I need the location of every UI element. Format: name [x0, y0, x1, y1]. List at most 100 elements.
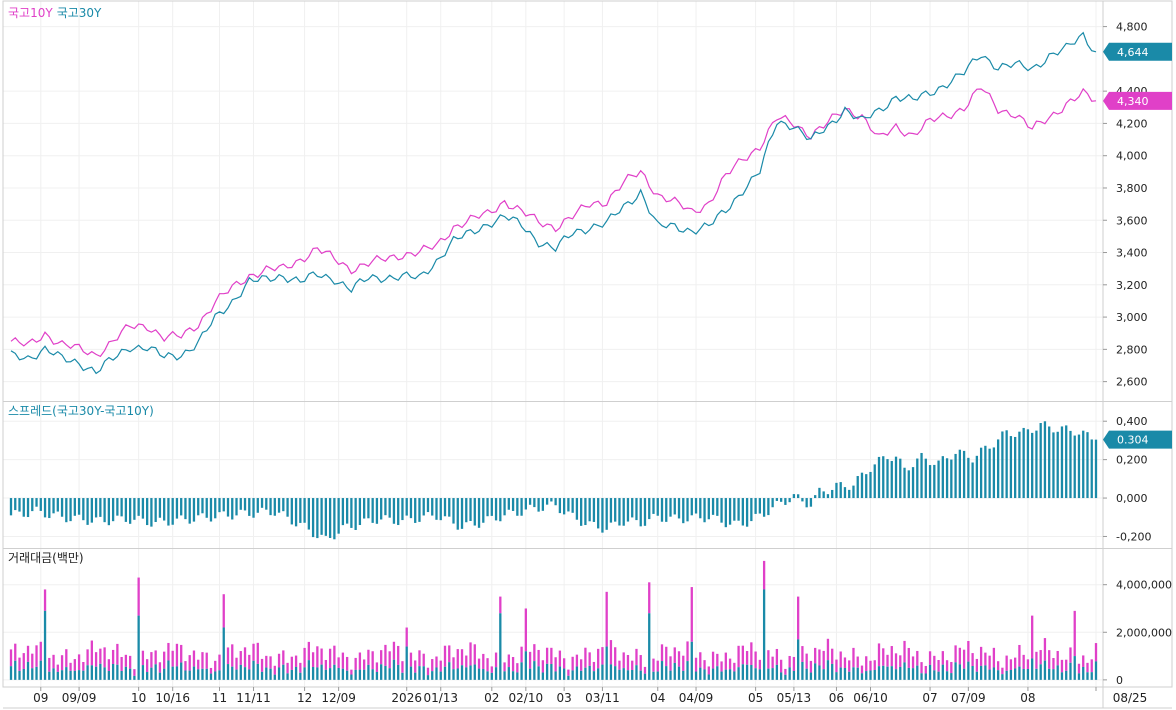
spread-bar: [745, 498, 749, 527]
volume-bar-30y: [971, 666, 974, 680]
spread-bar: [1018, 431, 1021, 499]
volume-bar-10y: [43, 589, 47, 611]
spread-bar: [426, 498, 430, 513]
volume-bar-30y: [882, 665, 885, 680]
volume-bar-10y: [554, 657, 557, 672]
spread-bar: [328, 498, 332, 538]
spread-bar: [65, 498, 68, 523]
x-tick-label: 08/25: [1113, 691, 1148, 705]
volume-panel: [9, 560, 1098, 680]
volume-bar-10y: [82, 662, 85, 671]
spread-bar: [226, 498, 230, 517]
volume-bar-30y: [1060, 672, 1064, 680]
volume-bar-10y: [405, 627, 408, 647]
volume-bar-10y: [1073, 610, 1076, 657]
volume-bar-30y: [299, 672, 302, 680]
volume-bar-10y: [550, 647, 553, 664]
spread-bar: [205, 498, 208, 518]
volume-bar-10y: [588, 652, 591, 666]
volume-bar-10y: [218, 654, 221, 671]
spread-bar: [971, 462, 974, 499]
x-tick-label: 10/16: [155, 691, 190, 705]
spread-bar: [882, 456, 885, 499]
volume-bar-30y: [86, 665, 89, 680]
spread-bar: [448, 498, 451, 517]
volume-bar-30y: [826, 660, 830, 680]
spread-bar: [635, 498, 638, 521]
spread-bar: [656, 498, 659, 516]
x-tick-label: 12: [297, 691, 312, 705]
volume-bar-30y: [967, 661, 970, 680]
volume-bar-10y: [358, 652, 362, 670]
spread-bar: [22, 498, 25, 517]
spread-bar: [197, 498, 200, 516]
volume-bar-10y: [350, 669, 353, 675]
volume-bar-30y: [150, 667, 153, 680]
volume-bar-30y: [903, 662, 906, 680]
volume-bar-10y: [205, 652, 208, 669]
spread-bar: [588, 498, 591, 522]
volume-bar-30y: [609, 664, 613, 680]
volume-bar-10y: [52, 654, 55, 669]
volume-bar-30y: [528, 668, 532, 680]
volume-bar-30y: [367, 664, 370, 680]
volume-bar-30y: [48, 671, 51, 680]
volume-bar-10y: [975, 658, 979, 672]
volume-bar-10y: [988, 655, 991, 670]
volume-bar-10y: [575, 654, 579, 667]
spread-bar: [618, 498, 621, 526]
volume-bar-30y: [562, 668, 566, 680]
volume-bar-30y: [954, 662, 957, 680]
volume-bar-30y: [141, 665, 145, 680]
spread-bar: [865, 474, 868, 499]
volume-bar-10y: [209, 667, 213, 674]
volume-bar-10y: [409, 652, 413, 667]
volume-bar-30y: [873, 669, 876, 680]
volume-bar-10y: [1060, 659, 1064, 673]
y-tick-label: 2,000,000: [1116, 626, 1172, 639]
volume-bar-30y: [656, 671, 659, 680]
volume-bar-10y: [1056, 650, 1059, 666]
spread-bar: [175, 498, 179, 519]
volume-bar-30y: [482, 669, 485, 680]
volume-bar-30y: [90, 665, 93, 680]
volume-bar-30y: [750, 664, 753, 680]
volume-bar-30y: [418, 666, 421, 680]
spread-bar: [158, 498, 162, 518]
volume-bar-10y: [822, 650, 825, 670]
volume-bar-10y: [460, 649, 464, 666]
volume-bar-10y: [571, 656, 574, 671]
volume-bar-10y: [167, 642, 170, 661]
volume-bar-10y: [903, 640, 906, 663]
spread-bar: [56, 498, 59, 512]
volume-bar-30y: [218, 670, 221, 680]
x-tick-label: 05: [748, 691, 763, 705]
volume-bar-30y: [499, 613, 502, 680]
volume-bar-10y: [745, 650, 749, 665]
volume-bar-10y: [609, 640, 613, 665]
volume-bar-30y: [397, 664, 400, 680]
spread-bar: [188, 498, 191, 524]
volume-bar-10y: [511, 657, 515, 672]
volume-bar-30y: [1035, 668, 1038, 680]
volume-bar-10y: [256, 642, 259, 664]
volume-bar-10y: [643, 666, 647, 674]
spread-bar: [52, 498, 55, 514]
y-tick-label: 0,400: [1116, 415, 1148, 428]
volume-bar-30y: [354, 669, 357, 680]
volume-bar-10y: [737, 645, 740, 668]
x-tick-label: 03/11: [585, 691, 620, 705]
spread-bar: [120, 498, 123, 517]
volume-bar-30y: [290, 669, 293, 680]
volume-bar-10y: [192, 650, 196, 667]
volume-bar-30y: [494, 667, 498, 680]
volume-bar-30y: [865, 671, 868, 680]
spread-bar: [1048, 426, 1051, 499]
spread-bar: [580, 498, 583, 526]
spread-bar: [1077, 434, 1081, 499]
volume-bar-10y: [567, 669, 570, 676]
volume-bar-10y: [779, 659, 783, 673]
spread-bar: [894, 456, 898, 499]
spread-bar: [520, 498, 523, 516]
volume-bar-10y: [728, 658, 732, 670]
